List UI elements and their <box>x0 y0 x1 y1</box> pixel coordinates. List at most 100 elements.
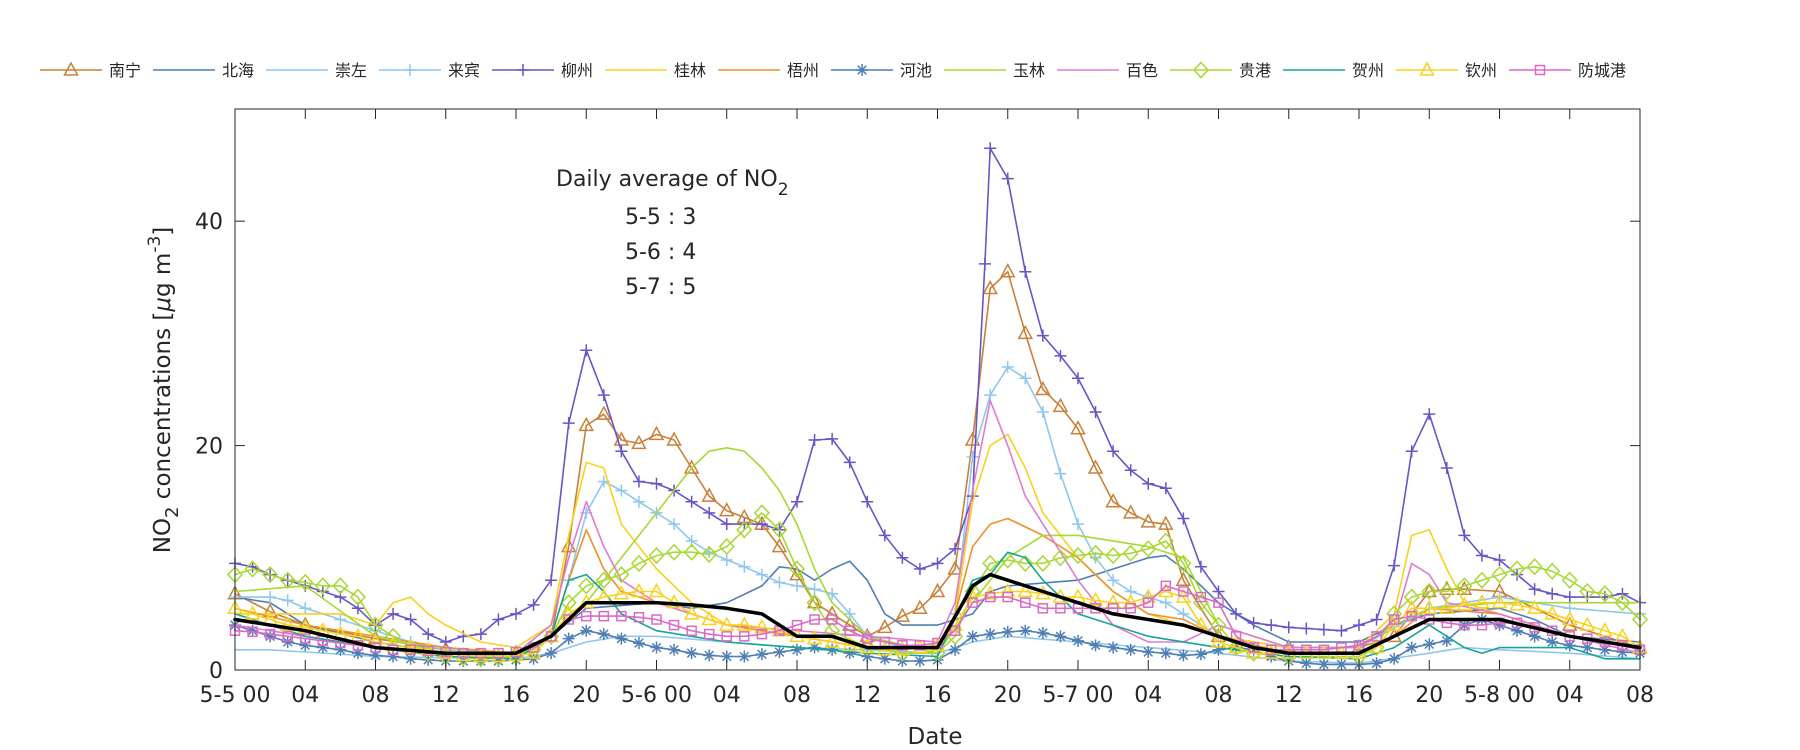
data-point <box>1072 372 1084 385</box>
data-point <box>1107 641 1120 654</box>
data-point <box>281 635 294 648</box>
data-point <box>1194 648 1207 661</box>
data-point <box>1300 622 1313 635</box>
x-tick-label: 16 <box>924 683 952 708</box>
data-point <box>788 560 806 578</box>
data-point <box>387 607 400 620</box>
data-point <box>1195 591 1207 603</box>
data-point <box>510 607 522 620</box>
legend-label: 钦州 <box>1465 61 1497 80</box>
data-point <box>878 529 891 542</box>
data-point <box>1178 586 1189 597</box>
data-point <box>685 647 698 660</box>
data-point <box>1087 459 1104 474</box>
data-point <box>718 502 735 517</box>
series-15 <box>233 572 1642 655</box>
data-point <box>1423 638 1436 651</box>
data-point <box>1124 643 1137 656</box>
data-point <box>264 591 277 604</box>
data-point <box>929 582 946 598</box>
plot-area <box>235 109 1640 670</box>
data-point <box>527 598 540 611</box>
data-point <box>666 594 682 609</box>
data-point <box>913 655 926 668</box>
axes: 5-5 00 04 08 12 16 20 5-6 00 04 08 12 16 20 5-7 00 04… <box>195 108 1654 708</box>
data-point <box>316 641 329 654</box>
data-point <box>1371 631 1382 642</box>
data-point <box>808 433 821 446</box>
x-tick-label: 08 <box>362 683 390 708</box>
data-point <box>247 626 258 638</box>
data-point <box>1124 464 1137 477</box>
data-point <box>402 638 419 654</box>
legend-label: 河池 <box>900 61 932 80</box>
data-point <box>334 613 347 626</box>
data-point <box>1388 559 1401 572</box>
data-point <box>1069 546 1087 565</box>
data-point <box>1036 329 1049 342</box>
data-point <box>1388 652 1401 665</box>
data-point <box>1596 585 1613 603</box>
data-point <box>738 518 751 531</box>
data-point <box>806 594 823 609</box>
data-point <box>387 650 400 663</box>
data-point <box>912 599 928 615</box>
data-point <box>738 650 751 663</box>
data-point <box>632 475 645 488</box>
data-point <box>1210 633 1227 648</box>
data-point <box>1563 639 1576 652</box>
data-point <box>1122 504 1139 519</box>
data-point <box>616 610 627 622</box>
data-point <box>978 257 991 270</box>
data-point <box>632 495 645 508</box>
legend-marker <box>1534 64 1546 76</box>
data-point <box>334 643 347 656</box>
data-point <box>1544 605 1560 620</box>
data-point <box>1194 560 1207 573</box>
data-point <box>1563 591 1576 604</box>
data-point <box>809 614 820 625</box>
data-point <box>1598 643 1611 656</box>
legend-marker <box>404 64 416 76</box>
data-point <box>791 579 803 592</box>
data-point <box>562 632 575 645</box>
data-point <box>1579 582 1596 601</box>
data-point <box>1386 605 1403 623</box>
legend-marker <box>63 61 79 76</box>
data-point <box>913 563 926 576</box>
data-point <box>314 577 331 595</box>
data-point <box>560 594 577 612</box>
legend-item-13: 钦州 <box>1396 61 1497 80</box>
data-point <box>1509 560 1526 578</box>
x-tick-label: 04 <box>291 683 319 708</box>
data-point <box>474 628 487 641</box>
data-point <box>1036 405 1049 418</box>
data-point <box>1474 594 1490 609</box>
y-tick-label: 40 <box>195 210 223 235</box>
data-point <box>718 616 735 631</box>
legend-marker <box>1192 61 1210 79</box>
data-point <box>878 652 891 665</box>
data-point <box>279 616 296 631</box>
data-point <box>1159 482 1172 495</box>
data-point <box>949 643 962 656</box>
data-point <box>1491 594 1508 609</box>
data-point <box>1511 624 1524 637</box>
legend-item-14: 防城港 <box>1509 61 1626 80</box>
legend-label: 南宁 <box>109 61 141 80</box>
data-point <box>613 585 630 600</box>
data-point <box>1456 577 1473 595</box>
data-point <box>1212 643 1225 656</box>
data-point <box>1581 641 1594 654</box>
data-point <box>1473 571 1490 589</box>
data-point <box>966 630 979 643</box>
data-point <box>648 425 665 441</box>
data-point <box>1616 587 1629 600</box>
data-point <box>984 591 996 603</box>
data-point <box>668 643 681 656</box>
data-point <box>244 605 261 620</box>
plot-background <box>235 109 1640 670</box>
legend-item-11: 贵港 <box>1170 61 1271 80</box>
data-point <box>1017 324 1034 340</box>
data-point <box>1421 582 1438 598</box>
